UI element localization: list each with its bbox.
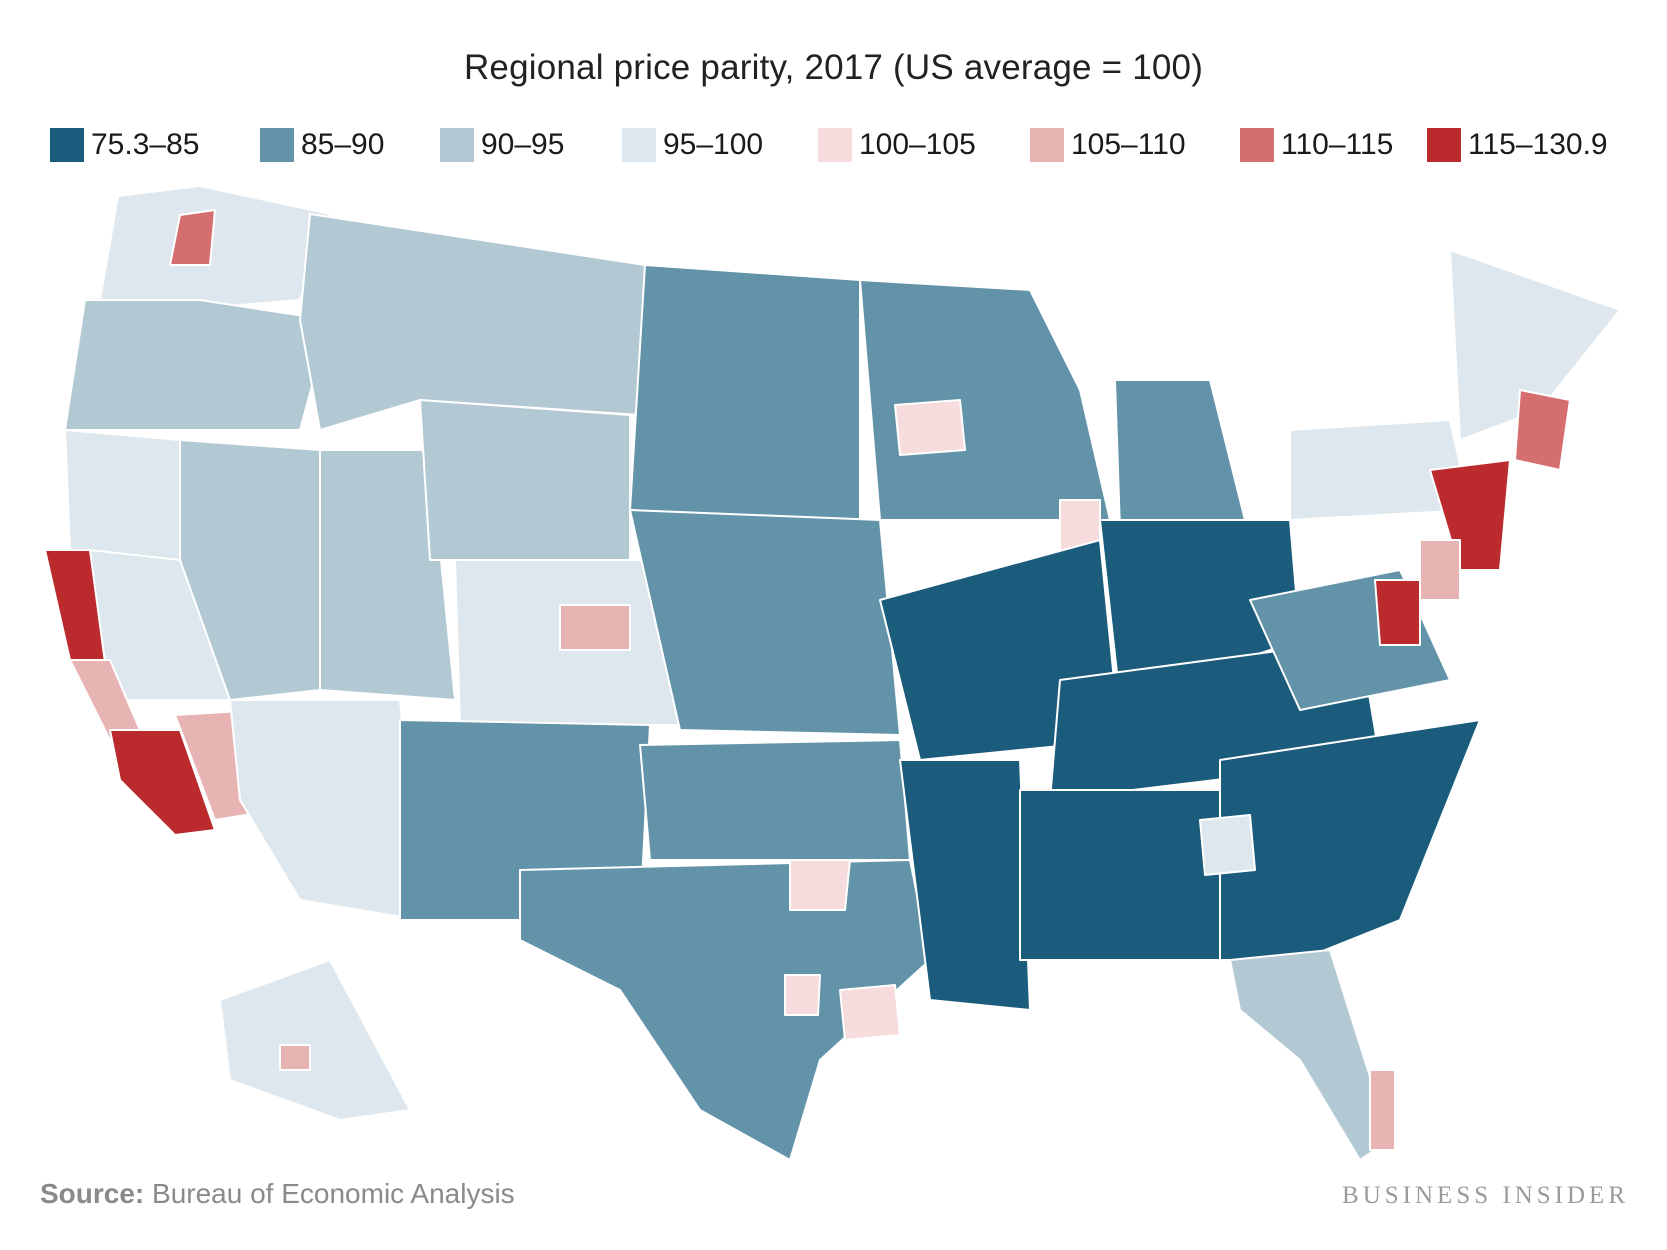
legend-item: 95–100: [622, 125, 763, 165]
legend: 75.3–85 85–90 90–95 95–100 100–105 105–1…: [0, 125, 1667, 165]
page-title: Regional price parity, 2017 (US average …: [463, 48, 1204, 87]
legend-item: 115–130.9: [1427, 125, 1608, 165]
legend-swatch: [1030, 128, 1064, 162]
legend-label: 95–100: [663, 128, 764, 161]
region-arkansas-louisiana: [899, 759, 1031, 1011]
region-mississippi-alabama: [1019, 789, 1231, 961]
legend-item: 105–110: [1030, 125, 1186, 165]
legend-swatch: [50, 128, 84, 162]
legend-swatch: [440, 128, 474, 162]
region-denver: [559, 604, 631, 651]
legend-item: 90–95: [440, 125, 564, 165]
business-insider-logo: BUSINESS INSIDER: [1342, 1182, 1629, 1209]
legend-item: 85–90: [260, 125, 384, 165]
region-austin: [784, 974, 821, 1016]
region-northern-california: [64, 429, 181, 561]
region-boston: [1514, 389, 1571, 471]
region-miami: [1369, 1069, 1396, 1151]
legend-label: 105–110: [1071, 128, 1186, 161]
legend-label: 115–130.9: [1468, 128, 1608, 161]
legend-swatch: [260, 128, 294, 162]
legend-label: 85–90: [301, 128, 385, 161]
legend-label: 90–95: [481, 128, 565, 161]
legend-swatch: [1427, 128, 1461, 162]
legend-swatch: [1240, 128, 1274, 162]
legend-item: 75.3–85: [50, 125, 199, 165]
region-nebraska-kansas: [629, 509, 901, 736]
region-pacific-northwest: [99, 185, 331, 311]
legend-swatch: [622, 128, 656, 162]
region-atlanta: [1199, 814, 1256, 876]
region-seattle: [169, 209, 216, 266]
region-florida: [1229, 949, 1391, 1161]
legend-label: 110–115: [1281, 128, 1394, 161]
region-georgia-carolinas: [1219, 719, 1481, 961]
region-anchorage: [279, 1044, 311, 1071]
region-nevada: [179, 439, 321, 701]
region-minnesota-wisconsin: [859, 279, 1111, 521]
region-minneapolis: [894, 399, 966, 456]
legend-item: 100–105: [818, 125, 976, 165]
source-label: Source:: [40, 1178, 145, 1209]
region-philadelphia: [1419, 539, 1461, 601]
legend-item: 110–115: [1240, 125, 1393, 165]
region-houston: [839, 984, 901, 1041]
region-dallas: [789, 859, 851, 911]
region-los-angeles: [109, 729, 216, 836]
region-utah: [319, 449, 456, 701]
region-oregon: [64, 299, 331, 431]
region-washington-dc: [1374, 579, 1421, 646]
source-text: Bureau of Economic Analysis: [144, 1178, 515, 1209]
region-dakotas: [629, 264, 861, 521]
legend-swatch: [818, 128, 852, 162]
legend-label: 75.3–85: [91, 128, 200, 161]
region-michigan: [1114, 379, 1246, 531]
region-alaska: [219, 959, 411, 1121]
region-arizona: [229, 699, 421, 921]
legend-label: 100–105: [859, 128, 976, 161]
region-idaho-montana: [299, 213, 646, 431]
region-wyoming: [419, 399, 631, 561]
map-regions: [44, 185, 1621, 1161]
source-note: Source: Bureau of Economic Analysis: [40, 1178, 515, 1210]
region-new-york-city: [1429, 459, 1511, 571]
region-oklahoma: [639, 739, 911, 861]
